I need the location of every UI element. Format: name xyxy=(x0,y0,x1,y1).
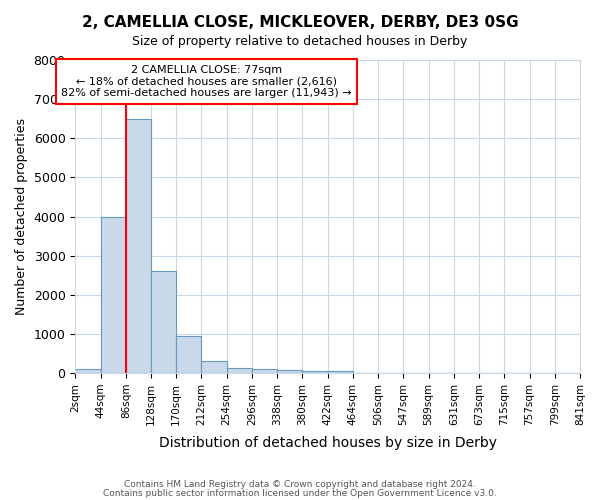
Text: 2 CAMELLIA CLOSE: 77sqm
← 18% of detached houses are smaller (2,616)
82% of semi: 2 CAMELLIA CLOSE: 77sqm ← 18% of detache… xyxy=(61,65,352,98)
Bar xyxy=(227,368,252,373)
Text: Contains HM Land Registry data © Crown copyright and database right 2024.: Contains HM Land Registry data © Crown c… xyxy=(124,480,476,489)
Text: Size of property relative to detached houses in Derby: Size of property relative to detached ho… xyxy=(133,35,467,48)
Y-axis label: Number of detached properties: Number of detached properties xyxy=(15,118,28,315)
Bar xyxy=(101,216,126,373)
X-axis label: Distribution of detached houses by size in Derby: Distribution of detached houses by size … xyxy=(158,436,497,450)
Bar xyxy=(302,371,328,373)
Bar xyxy=(277,370,302,373)
Bar xyxy=(151,272,176,373)
Text: Contains public sector information licensed under the Open Government Licence v3: Contains public sector information licen… xyxy=(103,489,497,498)
Bar xyxy=(126,118,151,373)
Bar xyxy=(252,369,277,373)
Bar xyxy=(75,369,101,373)
Bar xyxy=(328,371,353,373)
Bar xyxy=(176,336,202,373)
Text: 2, CAMELLIA CLOSE, MICKLEOVER, DERBY, DE3 0SG: 2, CAMELLIA CLOSE, MICKLEOVER, DERBY, DE… xyxy=(82,15,518,30)
Bar xyxy=(202,362,227,373)
